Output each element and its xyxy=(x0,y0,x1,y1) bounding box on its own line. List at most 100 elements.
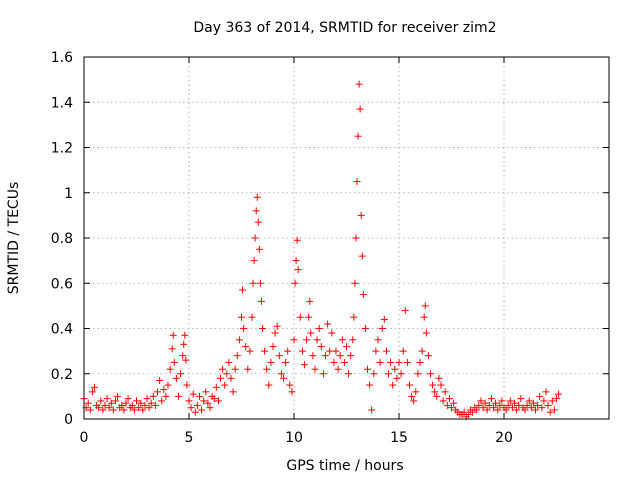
data-point xyxy=(249,279,257,287)
data-point xyxy=(326,347,334,355)
data-point xyxy=(303,336,311,344)
data-point xyxy=(410,397,418,405)
data-point xyxy=(540,397,548,405)
data-point xyxy=(277,370,285,378)
data-point xyxy=(433,392,441,400)
data-point xyxy=(191,408,199,416)
x-tick-label: 20 xyxy=(495,430,513,446)
data-point xyxy=(527,404,535,412)
data-point xyxy=(107,399,115,407)
data-point xyxy=(183,381,191,389)
data-point xyxy=(198,406,206,414)
data-point xyxy=(235,336,243,344)
y-axis: 0 0.2 0.4 0.6 0.8 1 1.2 1.4 1.6 xyxy=(51,50,609,428)
data-point xyxy=(182,356,190,364)
data-point xyxy=(397,370,405,378)
data-point xyxy=(105,404,113,412)
data-point xyxy=(240,325,248,332)
data-point xyxy=(416,358,424,366)
data-point xyxy=(353,177,361,185)
data-point xyxy=(481,399,489,407)
data-point xyxy=(464,410,472,418)
data-point xyxy=(154,388,161,396)
data-point xyxy=(555,390,563,398)
data-point xyxy=(374,336,382,344)
data-point xyxy=(511,399,518,407)
data-point xyxy=(284,347,292,355)
data-point xyxy=(403,358,411,366)
data-point xyxy=(532,406,539,414)
y-tick-label: 0 xyxy=(64,412,73,428)
data-point xyxy=(124,395,132,403)
data-point xyxy=(238,313,245,321)
data-point xyxy=(233,352,241,360)
data-point xyxy=(227,374,235,382)
data-point xyxy=(496,401,504,409)
y-tick-label: 0.2 xyxy=(51,367,73,383)
data-point xyxy=(151,401,159,409)
x-axis: 0 5 10 15 20 xyxy=(80,57,513,446)
data-point xyxy=(251,234,259,242)
data-point xyxy=(328,329,336,337)
data-point xyxy=(475,401,483,409)
data-point xyxy=(364,365,371,373)
data-point xyxy=(214,397,222,405)
data-point xyxy=(441,388,449,396)
data-point xyxy=(352,234,360,242)
y-axis-label: SRMTID / TECUs xyxy=(6,182,22,295)
data-point xyxy=(483,406,491,414)
data-point xyxy=(431,388,439,396)
data-point xyxy=(538,404,546,412)
data-point xyxy=(293,236,301,244)
data-point xyxy=(387,358,395,366)
data-point xyxy=(443,401,451,409)
data-point xyxy=(99,406,107,414)
data-point xyxy=(529,399,537,407)
data-point xyxy=(515,401,523,409)
data-point xyxy=(424,352,432,360)
data-point xyxy=(172,374,180,382)
data-point xyxy=(147,399,155,407)
data-point xyxy=(487,395,495,403)
data-point xyxy=(248,313,256,321)
data-point xyxy=(544,401,552,409)
data-point xyxy=(380,315,388,323)
data-point xyxy=(315,325,323,332)
data-point xyxy=(259,325,266,332)
chart-title: Day 363 of 2014, SRMTID for receiver zim… xyxy=(193,20,496,36)
data-point xyxy=(361,325,369,332)
data-point xyxy=(181,331,189,339)
data-point xyxy=(139,406,147,414)
data-point xyxy=(204,399,212,407)
data-point xyxy=(109,406,117,414)
data-point xyxy=(393,374,401,382)
data-point xyxy=(301,361,308,369)
data-point xyxy=(166,365,174,373)
data-point xyxy=(427,370,434,378)
data-point xyxy=(391,365,399,373)
data-point xyxy=(101,401,109,409)
data-point xyxy=(345,370,353,378)
data-point xyxy=(389,381,397,389)
data-point xyxy=(120,406,128,414)
data-point xyxy=(319,370,327,378)
data-point xyxy=(206,404,214,412)
data-point xyxy=(534,401,542,409)
data-point xyxy=(290,336,298,344)
data-point xyxy=(257,297,265,305)
data-point xyxy=(338,336,346,344)
data-point xyxy=(84,399,92,407)
x-tick-label: 15 xyxy=(390,430,408,446)
data-point xyxy=(292,257,300,265)
data-point xyxy=(86,406,94,414)
data-point xyxy=(504,401,512,409)
data-point xyxy=(130,406,138,414)
data-point xyxy=(502,406,510,414)
data-point xyxy=(307,329,315,337)
data-point xyxy=(479,404,487,412)
y-tick-label: 0.8 xyxy=(51,231,73,247)
data-point xyxy=(122,399,130,407)
data-point xyxy=(164,381,172,389)
data-point xyxy=(366,381,374,389)
